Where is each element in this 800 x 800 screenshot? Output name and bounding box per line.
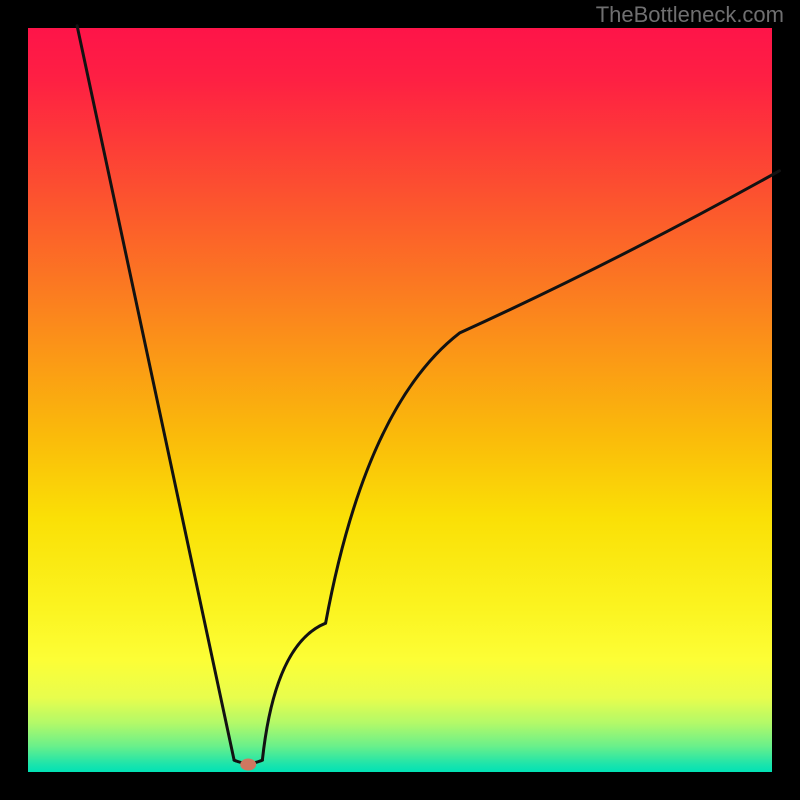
watermark-text: TheBottleneck.com	[596, 2, 784, 28]
curve-layer	[28, 28, 772, 772]
chart-container: TheBottleneck.com	[0, 0, 800, 800]
curve-left-branch	[77, 26, 234, 760]
plot-area	[28, 28, 772, 772]
minimum-marker	[240, 759, 256, 771]
curve-right-branch	[262, 171, 779, 760]
